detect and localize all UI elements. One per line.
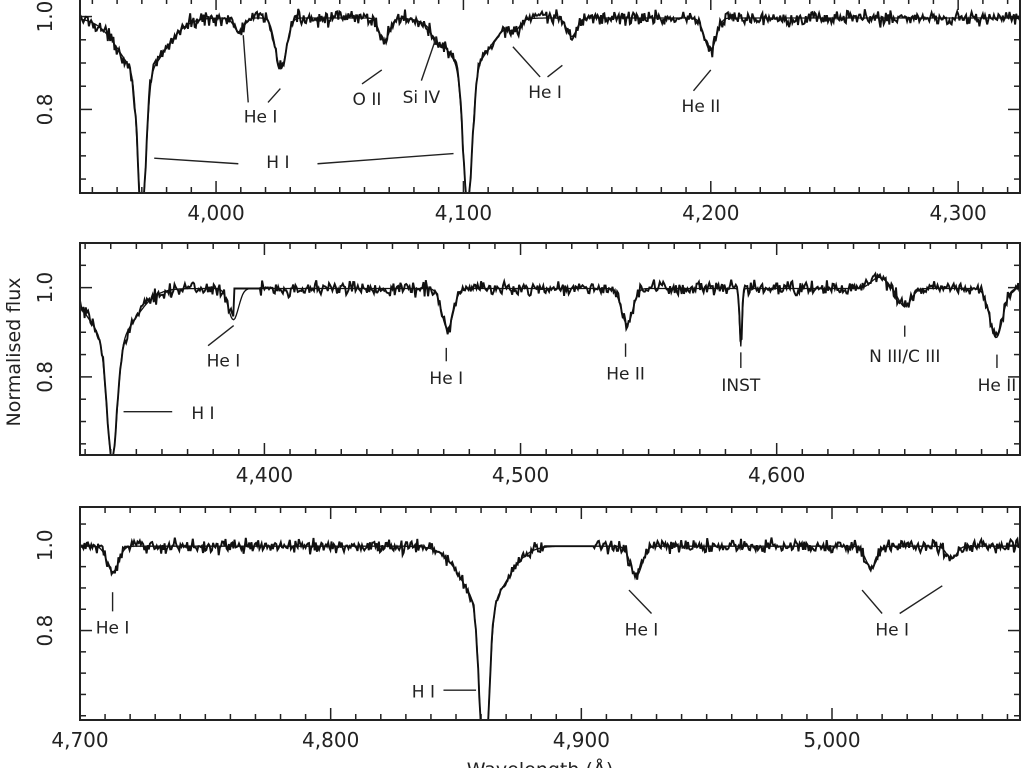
- y-tick-label: 1.0: [33, 529, 57, 561]
- x-tick-label: 4,600: [748, 463, 805, 487]
- observed-spectrum: [81, 536, 1019, 719]
- line-identification-label: H I: [412, 682, 435, 702]
- x-tick-label: 4,900: [553, 728, 610, 752]
- annotation-pointer: [267, 88, 281, 103]
- y-tick-label: 1.0: [33, 1, 57, 33]
- line-identification-label: INST: [721, 376, 761, 396]
- y-tick-label: 1.0: [33, 272, 57, 304]
- panel-middle: 4,400 4,500 4,600 0.8 1.0 He I He I He II INST N …: [33, 242, 1021, 487]
- annotation-pointer: [242, 35, 249, 103]
- x-tick-label: 4,000: [187, 201, 244, 225]
- line-identification-label: He I: [429, 369, 463, 389]
- x-tick-label: 4,700: [51, 728, 108, 752]
- annotation-pointer: [207, 325, 235, 347]
- annotation-pointer: [512, 46, 541, 78]
- observed-spectrum: [81, 8, 1019, 192]
- annotation-pointer: [317, 152, 454, 165]
- y-tick-label: 0.8: [33, 361, 57, 393]
- line-identification-label: He II: [978, 376, 1017, 396]
- model-spectrum: [81, 276, 1019, 454]
- line-identification-label: Si IV: [403, 88, 441, 108]
- line-identification-label: O II: [353, 90, 382, 110]
- line-identification-label: He I: [875, 621, 909, 641]
- x-tick-label: 4,300: [930, 201, 987, 225]
- model-spectrum: [81, 545, 1019, 719]
- observed-spectrum: [81, 271, 1019, 454]
- annotation-pointer: [861, 589, 883, 614]
- x-tick-label: 4,100: [435, 201, 492, 225]
- x-tick-label: 4,400: [236, 463, 293, 487]
- annotation-pointer: [628, 589, 653, 614]
- panel-frame: [79, 0, 1021, 194]
- annotation-pointer: [154, 157, 239, 165]
- line-identification-label: H I: [266, 153, 289, 173]
- line-identification-label: H I: [191, 404, 214, 424]
- panel-bottom: 4,700 4,800 4,900 5,000 0.8 1.0 He I He I He I H …: [33, 506, 1021, 752]
- line-identification-label: He I: [244, 107, 278, 127]
- annotation-pointer: [899, 585, 943, 615]
- x-tick-label: 4,800: [302, 728, 359, 752]
- line-identification-label: He II: [606, 365, 645, 385]
- line-identification-label: He II: [682, 97, 721, 117]
- panel-frame: [79, 506, 1021, 721]
- model-spectrum: [81, 17, 1019, 192]
- x-axis-title: Wavelength (Å): [467, 758, 614, 768]
- line-identification-label: He I: [625, 621, 659, 641]
- line-identification-label: He I: [528, 83, 562, 103]
- x-tick-label: 4,200: [682, 201, 739, 225]
- y-tick-label: 0.8: [33, 94, 57, 126]
- x-tick-label: 5,000: [803, 728, 860, 752]
- line-identification-label: He I: [207, 351, 241, 371]
- x-tick-label: 4,500: [492, 463, 549, 487]
- annotation-pointer: [361, 69, 383, 85]
- annotation-pointer: [547, 64, 563, 78]
- panel-frame: [79, 242, 1021, 456]
- y-tick-label: 0.8: [33, 615, 57, 647]
- panel-top: 4,000 4,100 4,200 4,300 0.8 1.0 He I O II Si IV H…: [33, 0, 1021, 225]
- annotation-pointer: [420, 37, 437, 81]
- y-axis-title: Normalised flux: [3, 278, 25, 427]
- line-identification-label: He I: [96, 618, 130, 638]
- annotation-pointer: [692, 69, 712, 92]
- line-identification-label: N III/C III: [869, 347, 940, 367]
